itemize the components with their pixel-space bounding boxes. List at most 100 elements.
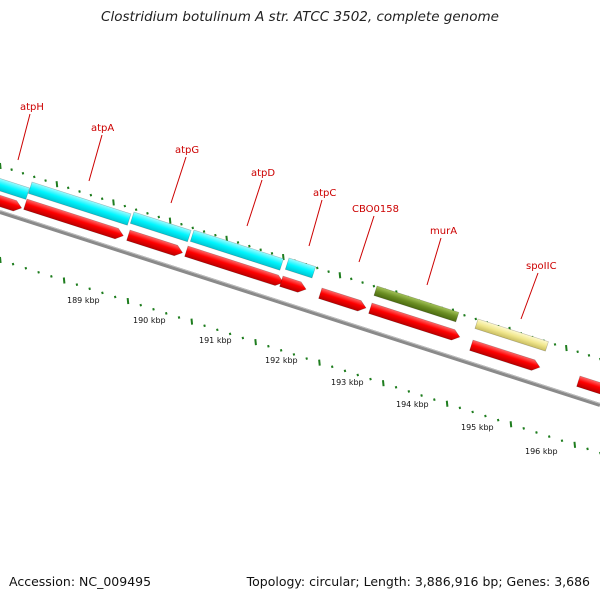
atp-operon-segment-1-shape: [27, 181, 132, 226]
spoiic-feature-shape: [474, 318, 549, 352]
inner-tick-minor: [113, 295, 117, 299]
kbp-label-196: 196 kbp: [525, 447, 558, 456]
cds-arrow-2: [126, 229, 184, 257]
gene-label-mura[interactable]: murA: [430, 226, 457, 237]
kbp-label-189: 189 kbp: [67, 296, 100, 305]
cds-arrow-5: [318, 287, 367, 312]
gene-label-cbo0158[interactable]: CBO0158: [352, 204, 399, 215]
outer-tick-minor: [191, 226, 195, 230]
leader-line-6: [426, 237, 442, 286]
inner-tick-major: [190, 318, 194, 325]
map-title: Clostridium botulinum A str. ATCC 3502, …: [101, 9, 499, 25]
outer-tick-major: [565, 344, 568, 352]
genome-backbone: [0, 210, 600, 407]
inner-tick-minor: [586, 447, 589, 451]
inner-tick-minor: [164, 312, 168, 315]
outer-tick-major: [112, 199, 115, 206]
leader-line-3: [246, 179, 263, 227]
outer-tick-minor: [180, 222, 183, 226]
gene-labels: atpH atpA atpG atpD atpC CBO0158 murA sp…: [20, 102, 557, 272]
gene-label-atpd[interactable]: atpD: [251, 168, 275, 179]
outer-tick-minor: [587, 353, 591, 357]
accession-text: Accession: NC_009495: [9, 574, 152, 589]
inner-tick-minor: [484, 414, 487, 418]
cds-arrow-6: [368, 302, 461, 341]
atp-operon-segment-4-shape: [284, 257, 317, 279]
cds-arrow-7-shape: [469, 339, 541, 371]
spoiic-feature: [474, 318, 549, 352]
genome-summary-text: Topology: circular; Length: 3,886,916 bp…: [246, 574, 590, 589]
gene-label-atpg[interactable]: atpG: [175, 145, 199, 156]
inner-tick-minor: [203, 324, 206, 328]
cds-arrow-3: [184, 245, 284, 286]
outer-tick-minor: [123, 204, 127, 208]
inner-tick-minor: [101, 291, 104, 295]
leader-line-4: [308, 199, 323, 247]
atp-operon-segment-2: [129, 211, 192, 243]
inner-tick-minor: [458, 406, 462, 410]
inner-tick-minor: [241, 336, 245, 340]
inner-tick-minor: [471, 410, 474, 414]
inner-tick-track: [0, 256, 600, 455]
outer-tick-major: [338, 272, 342, 279]
inner-tick-minor: [88, 287, 91, 291]
cds-arrow-0: [0, 191, 23, 212]
atp-operon-segment-3: [189, 229, 284, 271]
inner-tick-minor: [496, 418, 500, 422]
inner-tick-major: [0, 256, 2, 264]
outer-tick-minor: [157, 215, 161, 219]
outer-tick-minor: [327, 270, 330, 273]
cds-arrow-6-shape: [368, 302, 461, 341]
inner-tick-major: [62, 277, 66, 284]
inner-tick-major: [126, 297, 130, 305]
atp-operon-segment-2-shape: [129, 211, 192, 243]
cds-arrow-4-shape: [279, 275, 307, 293]
inner-tick-minor: [152, 307, 155, 311]
kbp-label-195: 195 kbp: [461, 423, 494, 432]
gene-label-atpc[interactable]: atpC: [313, 188, 336, 199]
inner-tick-minor: [11, 262, 15, 266]
kbp-label-190: 190 kbp: [133, 316, 166, 325]
outer-tick-major: [55, 181, 59, 188]
inner-tick-major: [318, 359, 321, 366]
inner-tick-major: [254, 339, 257, 346]
outer-tick-minor: [78, 190, 81, 193]
inner-tick-minor: [535, 431, 538, 434]
gene-label-spoiic[interactable]: spoIIC: [526, 261, 557, 272]
inner-tick-minor: [24, 266, 28, 270]
atp-operon-segment-3-shape: [189, 229, 284, 271]
inner-tick-minor: [228, 332, 232, 336]
inner-tick-minor: [177, 316, 181, 319]
outer-tick-minor: [10, 168, 13, 172]
inner-tick-major: [381, 380, 385, 387]
atp-operon-segment-0: [0, 171, 30, 200]
outer-tick-minor: [372, 284, 376, 288]
cds-arrow-7: [469, 339, 541, 371]
inner-tick-minor: [139, 303, 142, 307]
cds-arrow-8-shape: [576, 375, 600, 397]
gene-label-atph[interactable]: atpH: [20, 102, 44, 113]
outer-tick-minor: [349, 277, 353, 281]
outer-tick-minor: [146, 211, 149, 215]
mura-feature-shape: [373, 285, 460, 323]
outer-tick-minor: [463, 313, 466, 317]
outer-tick-minor: [553, 343, 557, 346]
inner-tick-minor: [292, 353, 296, 356]
cds-arrow-1-shape: [23, 198, 124, 240]
outer-tick-minor: [248, 244, 251, 248]
outer-tick-minor: [576, 350, 579, 354]
outer-tick-minor: [32, 175, 36, 179]
kbp-label-192: 192 kbp: [265, 356, 298, 365]
outer-tick-minor: [66, 186, 70, 190]
gene-label-atpa[interactable]: atpA: [91, 123, 114, 134]
outer-tick-minor: [236, 241, 240, 244]
outer-tick-minor: [316, 266, 319, 270]
leader-line-0: [17, 113, 31, 161]
cds-arrow-3-shape: [184, 245, 284, 286]
leader-line-7: [520, 272, 539, 320]
atp-operon-segment-1: [27, 181, 132, 226]
inner-tick-minor: [356, 373, 360, 377]
inner-tick-minor: [369, 377, 372, 381]
inner-tick-major: [573, 441, 577, 448]
